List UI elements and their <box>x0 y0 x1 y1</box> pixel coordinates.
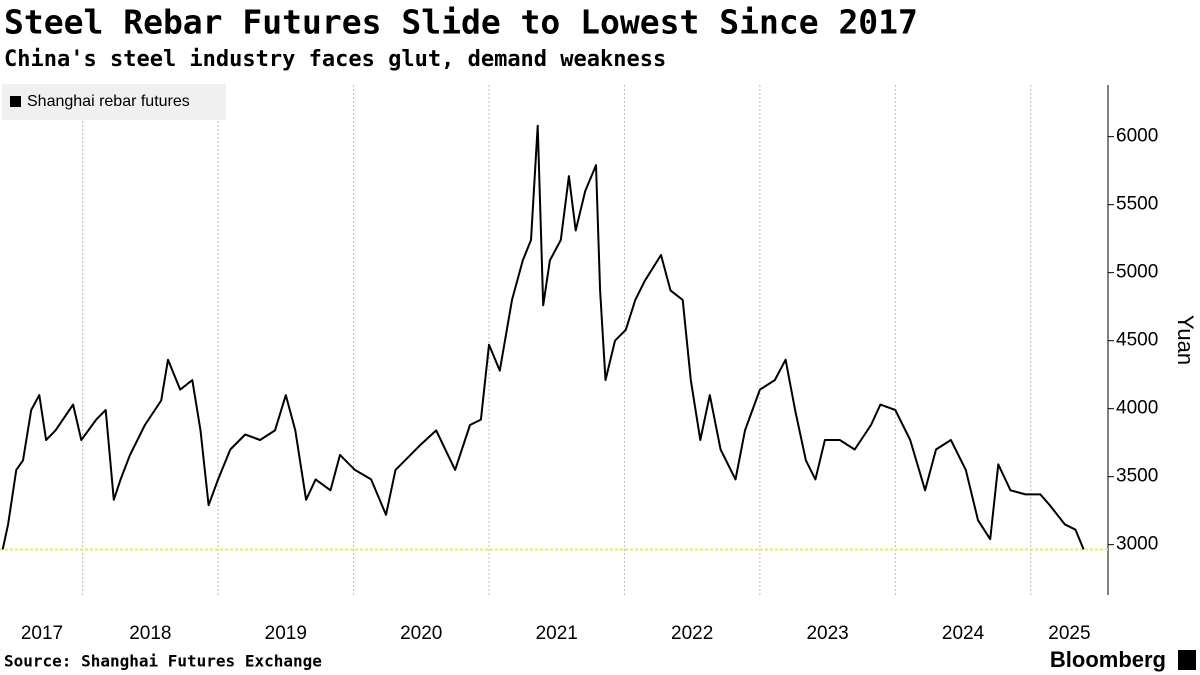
x-tick-label: 2021 <box>536 623 578 644</box>
x-tick-label: 2019 <box>265 623 307 644</box>
legend-swatch <box>10 96 21 107</box>
brand: Bloomberg <box>1050 647 1166 672</box>
y-tick-label: 6000 <box>1116 126 1158 147</box>
x-tick-label: 2025 <box>1048 623 1090 644</box>
y-tick-label: 4000 <box>1116 398 1158 419</box>
x-tick-label: 2022 <box>671 623 713 644</box>
y-tick-label: 3000 <box>1116 534 1158 555</box>
y-tick-label: 4500 <box>1116 330 1158 351</box>
y-tick-label: 5500 <box>1116 194 1158 215</box>
y-tick-label: 3500 <box>1116 466 1158 487</box>
x-tick-label: 2018 <box>129 623 171 644</box>
legend-box <box>2 84 226 120</box>
x-tick-label: 2024 <box>942 623 985 644</box>
chart-title: Steel Rebar Futures Slide to Lowest Sinc… <box>4 3 918 42</box>
y-tick-label: 5000 <box>1116 262 1158 283</box>
x-tick-label: 2023 <box>806 623 848 644</box>
chart-subtitle: China's steel industry faces glut, deman… <box>4 47 666 72</box>
y-axis-label: Yuan <box>1173 315 1198 365</box>
x-tick-label: 2020 <box>400 623 442 644</box>
brand-icon <box>1178 650 1196 670</box>
x-tick-label: 2017 <box>21 623 63 644</box>
line-series <box>1 124 1085 550</box>
legend-label: Shanghai rebar futures <box>27 93 190 110</box>
source: Source: Shanghai Futures Exchange <box>4 652 322 671</box>
